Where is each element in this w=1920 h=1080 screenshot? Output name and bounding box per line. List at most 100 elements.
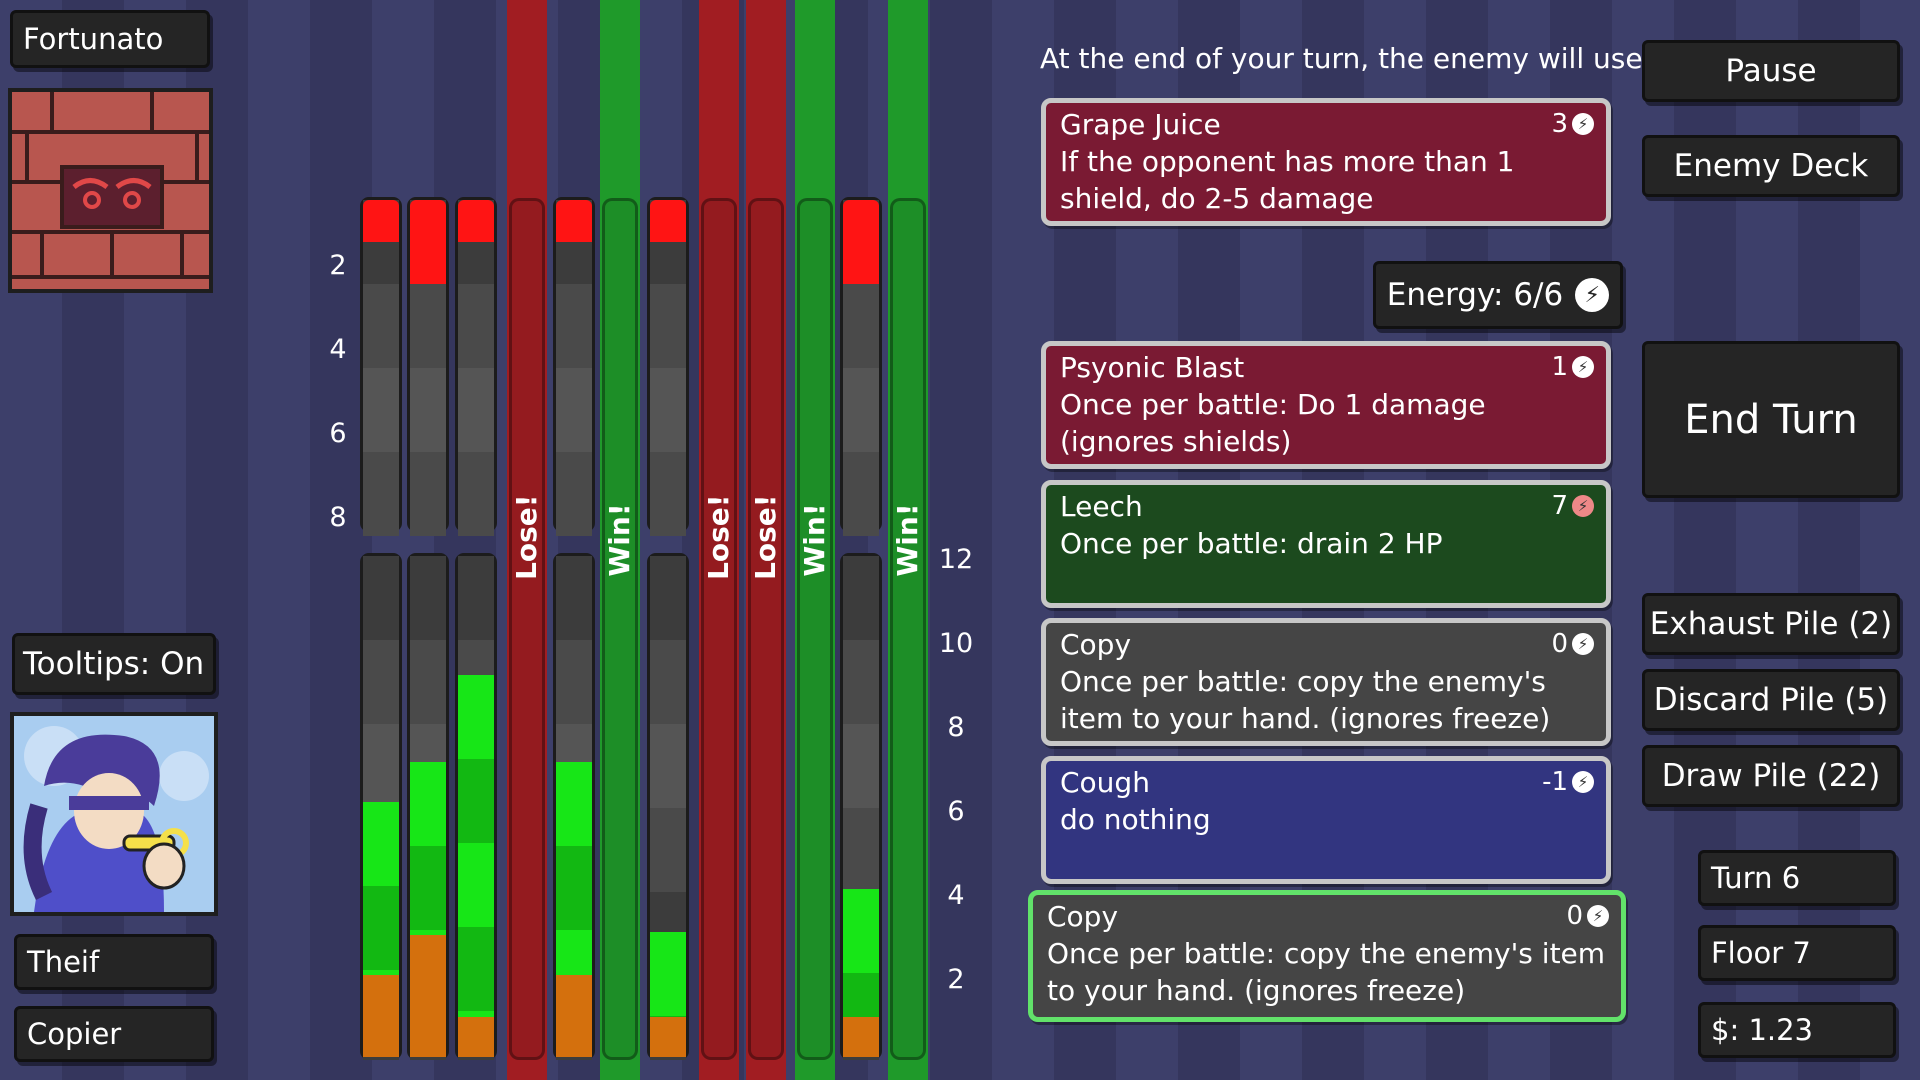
energy-bolt-icon: ⚡ [1572, 633, 1594, 655]
card-name: Copy [1060, 628, 1132, 661]
card-description: Once per battle: drain 2 HP [1060, 527, 1443, 560]
energy-label: Energy: 6/6 [1386, 277, 1564, 313]
outcome-label: Lose! [702, 494, 735, 580]
card-name: Grape Juice [1060, 108, 1221, 141]
hp-segment [458, 284, 494, 368]
card-cost-value: -1 [1542, 767, 1568, 797]
hp-segment [650, 284, 686, 368]
right-axis-label: 12 [938, 544, 974, 575]
hp-segment [843, 724, 879, 808]
right-axis-label: 8 [947, 712, 965, 743]
damage-segment [363, 200, 399, 242]
shield-segment [410, 935, 446, 1057]
heal-segment [458, 843, 494, 927]
outcome-column [701, 198, 737, 1060]
tooltips-toggle[interactable]: Tooltips: On [12, 633, 216, 695]
heal-segment [843, 889, 879, 973]
card-name: Cough [1060, 766, 1150, 799]
energy-bolt-icon: ⚡ [1587, 905, 1609, 927]
card-description: If the opponent has more than 1 shield, … [1060, 145, 1515, 215]
card-cost-value: 3 [1551, 109, 1568, 139]
damage-segment [556, 200, 592, 242]
turn-counter: Turn 6 [1698, 850, 1896, 906]
enemy-intent-header: At the end of your turn, the enemy will … [1040, 42, 1653, 75]
hp-segment [410, 640, 446, 724]
energy-display: Energy: 6/6 ⚡ [1373, 261, 1623, 329]
damage-segment [410, 200, 446, 284]
hp-segment [843, 640, 879, 724]
card-cost-value: 1 [1551, 352, 1568, 382]
enemy-deck-button[interactable]: Enemy Deck [1642, 135, 1900, 197]
card-description: Once per battle: copy the enemy's item t… [1060, 665, 1551, 735]
right-axis-label: 6 [947, 796, 965, 827]
heal-segment [363, 886, 399, 970]
left-axis-label: 4 [329, 334, 347, 365]
card-cost: 0 ⚡ [1566, 901, 1609, 931]
card-name: Psyonic Blast [1060, 351, 1245, 384]
hp-segment [410, 284, 446, 368]
hp-segment [843, 452, 879, 536]
outcome-label: Win! [603, 503, 636, 577]
hp-segment [363, 640, 399, 724]
outcome-column [509, 198, 545, 1060]
end-turn-button[interactable]: End Turn [1642, 341, 1900, 498]
outcome-column [890, 198, 926, 1060]
energy-bolt-icon: ⚡ [1575, 278, 1610, 312]
hp-segment [556, 640, 592, 724]
card-name: Copy [1047, 900, 1119, 933]
hp-segment [363, 284, 399, 368]
exhaust-pile-button[interactable]: Exhaust Pile (2) [1642, 593, 1900, 655]
energy-bolt-icon: ⚡ [1572, 495, 1594, 517]
right-axis-label: 4 [947, 880, 965, 911]
enemy-intent-card[interactable]: Grape Juice 3 ⚡ If the opponent has more … [1041, 98, 1611, 226]
hp-segment [410, 556, 446, 640]
card-cost-value: 0 [1566, 901, 1583, 931]
card-name: Leech [1060, 490, 1143, 523]
player-portrait [10, 712, 218, 916]
hp-segment [458, 368, 494, 452]
card-cost: 0 ⚡ [1551, 629, 1594, 659]
money-counter: $: 1.23 [1698, 1002, 1896, 1058]
heal-segment [458, 675, 494, 759]
card-description: do nothing [1060, 803, 1211, 836]
hp-segment [410, 452, 446, 536]
shield-segment [458, 1017, 494, 1057]
hp-segment [556, 284, 592, 368]
hp-segment [458, 556, 494, 640]
hp-segment [650, 556, 686, 640]
outcome-column [602, 198, 638, 1060]
player-ability-label: Copier [14, 1006, 214, 1062]
hp-segment [843, 284, 879, 368]
card-cost: 7 ⚡ [1551, 491, 1594, 521]
card-cost: 3 ⚡ [1551, 109, 1594, 139]
hp-segment [363, 368, 399, 452]
right-axis-label: 2 [947, 964, 965, 995]
heal-segment [458, 927, 494, 1011]
hand-card[interactable]: Copy 0 ⚡ Once per battle: copy the enemy's … [1041, 618, 1611, 746]
left-axis-label: 2 [329, 250, 347, 281]
right-axis-label: 10 [938, 628, 974, 659]
floor-counter: Floor 7 [1698, 925, 1896, 981]
discard-pile-button[interactable]: Discard Pile (5) [1642, 669, 1900, 731]
energy-bolt-icon: ⚡ [1572, 771, 1594, 793]
shield-segment [363, 975, 399, 1057]
battle-columns: Lose! Win! Lose! Lose! Win! Win! 2 4 6 8 12 10 8 6 4 2 [329, 0, 974, 1080]
hand-card[interactable]: Copy 0 ⚡ Once per battle: copy the enemy's … [1028, 890, 1626, 1022]
hp-segment [843, 368, 879, 452]
hand-card[interactable]: Leech 7 ⚡ Once per battle: drain 2 HP [1041, 480, 1611, 608]
hp-segment [650, 368, 686, 452]
hp-segment [363, 556, 399, 640]
left-axis-label: 6 [329, 418, 347, 449]
draw-pile-button[interactable]: Draw Pile (22) [1642, 745, 1900, 807]
hp-segment [556, 556, 592, 640]
energy-bolt-icon: ⚡ [1572, 113, 1594, 135]
card-description: Once per battle: copy the enemy's item t… [1047, 937, 1606, 1007]
shield-segment [650, 1017, 686, 1057]
enemy-portrait [8, 88, 213, 293]
pause-button[interactable]: Pause [1642, 40, 1900, 102]
shield-segment [556, 975, 592, 1057]
hp-segment [410, 368, 446, 452]
hand-card[interactable]: Psyonic Blast 1 ⚡ Once per battle: Do 1 dam… [1041, 341, 1611, 469]
hand-card[interactable]: Cough -1 ⚡ do nothing [1041, 756, 1611, 884]
heal-segment [410, 846, 446, 930]
